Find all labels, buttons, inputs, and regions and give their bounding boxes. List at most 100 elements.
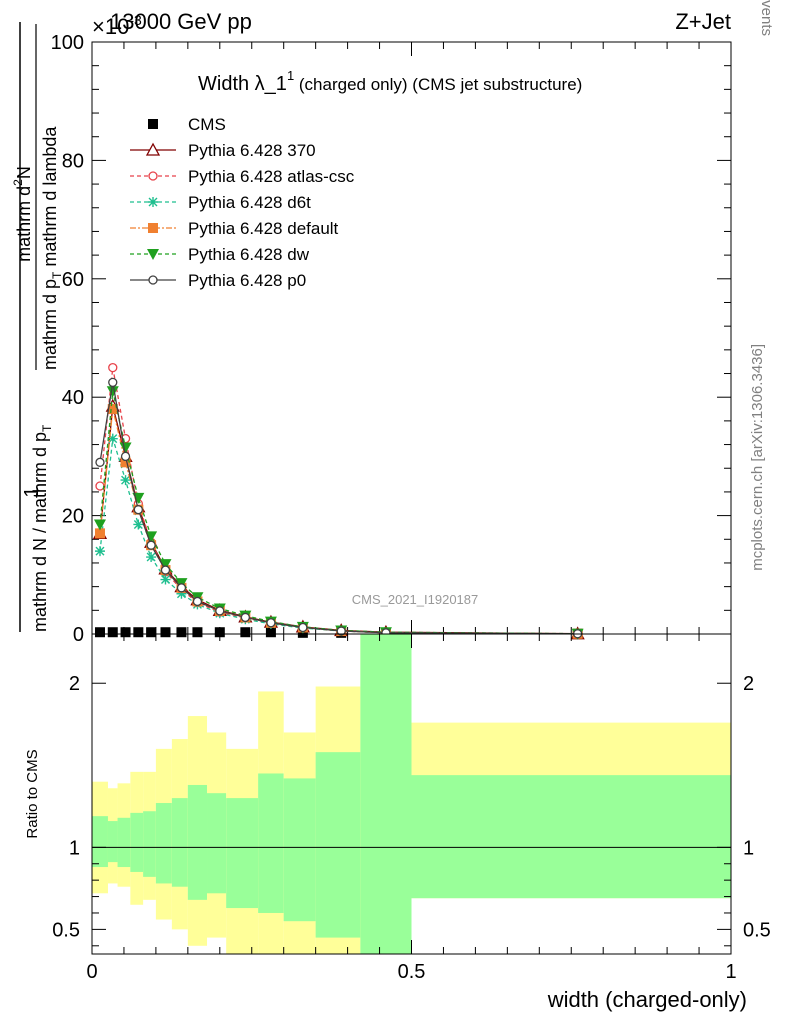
main-ytick-label: 80	[62, 150, 84, 172]
header-left: 13000 GeV pp	[110, 9, 252, 34]
legend-label: Pythia 6.428 d6t	[188, 193, 311, 212]
ratio-band-inner	[155, 803, 172, 884]
ylabel-num-right: N	[14, 166, 34, 179]
main-ytick-label: 60	[62, 269, 84, 291]
legend-marker	[148, 171, 158, 181]
data-point	[192, 627, 203, 638]
ratio-ytick-label-right: 1	[743, 837, 754, 859]
legend-entry: Pythia 6.428 d6t	[130, 193, 311, 212]
data-point	[133, 519, 144, 530]
legend-marker	[147, 249, 159, 260]
data-point	[119, 442, 132, 454]
series-1	[92, 398, 585, 640]
ratio-ytick-label-right: 0.5	[743, 919, 771, 941]
series-line	[99, 391, 578, 635]
watermark: CMS_2021_I1920187	[352, 592, 479, 607]
ylabel-inner-denominator: mathrm d pT mathrm d lambda	[40, 126, 64, 370]
legend-label: Pythia 6.428 atlas-csc	[188, 167, 355, 186]
ratio-band-inner	[143, 811, 156, 877]
data-point	[176, 583, 187, 593]
series-line	[99, 405, 578, 635]
data-point	[120, 451, 131, 462]
data-point	[336, 626, 346, 636]
ylabel-den2-sub: T	[50, 271, 64, 279]
data-point	[160, 574, 171, 585]
data-point	[146, 552, 157, 563]
legend-entry: Pythia 6.428 dw	[130, 245, 310, 264]
ratio-ytick-label-left: 2	[69, 673, 80, 695]
ylabel-den1: mathrm d N / mathrm d p	[30, 432, 50, 632]
ratio-bands	[92, 634, 731, 954]
legend-label: Pythia 6.428 default	[188, 219, 339, 238]
series-line	[99, 367, 578, 635]
legend-entry: Pythia 6.428 370	[130, 141, 316, 160]
data-point	[176, 588, 187, 599]
ratio-band-inner	[187, 784, 208, 900]
data-point	[159, 559, 172, 571]
legend-label: Pythia 6.428 dw	[188, 245, 310, 264]
data-point	[133, 505, 143, 515]
ratio-ytick-label-left: 1	[69, 837, 80, 859]
main-series-group	[92, 362, 585, 640]
ratio-band-inner	[360, 634, 412, 954]
exponent-base: ×10	[92, 14, 129, 39]
data-point	[146, 627, 157, 638]
ratio-band-inner	[283, 778, 316, 922]
ratio-band-inner	[207, 793, 227, 894]
ratio-band-inner	[117, 817, 131, 868]
ratio-band-inner	[315, 752, 361, 938]
ratio-ytick-label-left: 0.5	[52, 919, 80, 941]
ylabel-den3: mathrm d lambda	[40, 126, 60, 267]
legend-marker	[148, 275, 158, 285]
exponent-power: -3	[129, 12, 142, 28]
data-point	[95, 457, 105, 467]
main-ytick-label: 0	[73, 624, 84, 646]
ylabel-inner-numerator: mathrm d2N	[11, 166, 34, 262]
data-point	[120, 475, 131, 486]
main-ytick-label: 20	[62, 506, 84, 528]
ratio-band-inner	[226, 798, 259, 909]
data-point	[145, 531, 158, 543]
data-point	[107, 433, 118, 444]
ylabel-one: 1	[21, 486, 43, 497]
data-point	[94, 528, 105, 539]
ratio-band-inner	[258, 773, 284, 913]
ylabel-num-sup: 2	[11, 179, 25, 186]
plot-title-sup: 1	[287, 68, 294, 83]
main-ytick-label: 100	[51, 32, 84, 54]
ratio-band-inner	[107, 821, 118, 863]
ratio-band-inner	[92, 816, 108, 868]
data-point	[108, 362, 118, 373]
ratio-ylabel: Ratio to CMS	[24, 749, 41, 838]
series-2	[95, 362, 583, 639]
rivet-label: Rivet 3.1.10, ≥ 1.8M events	[758, 0, 775, 36]
series-4	[94, 404, 583, 639]
ratio-band-inner	[411, 775, 731, 899]
data-point	[214, 627, 225, 638]
ratio-xtick-label: 1	[725, 961, 736, 983]
data-point	[215, 606, 225, 616]
legend-label: Pythia 6.428 370	[188, 141, 316, 160]
main-axis-ticks: 0 20 40 60 80 100	[51, 32, 732, 646]
ratio-xtick-label: 0	[86, 961, 97, 983]
series-line	[99, 438, 578, 635]
mcplots-label: mcplots.cern.ch [arXiv:1306.3436]	[749, 344, 766, 571]
ratio-axis-ticks: 0.5 0.5 1 1 2 2 0 0.5 1	[52, 634, 771, 983]
ratio-band-inner	[130, 812, 144, 872]
data-point	[176, 627, 187, 638]
header-right: Z+Jet	[675, 9, 731, 34]
plot-title: Width λ_11 (charged only) (CMS jet subst…	[198, 68, 582, 95]
data-point	[240, 627, 251, 638]
data-point	[93, 519, 106, 531]
data-point	[120, 457, 131, 468]
data-point	[192, 596, 203, 607]
series-line	[99, 382, 578, 635]
ratio-xlabel: width (charged-only)	[547, 987, 747, 1012]
data-point	[107, 404, 118, 415]
data-point	[133, 627, 144, 638]
legend-marker	[145, 142, 161, 156]
data-point	[120, 627, 131, 638]
legend-entry: CMS	[148, 115, 226, 134]
data-point	[240, 612, 251, 623]
